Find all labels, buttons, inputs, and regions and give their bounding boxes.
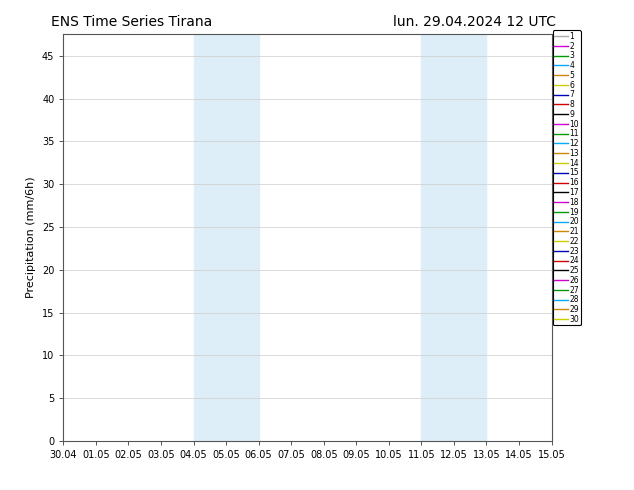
Text: ENS Time Series Tirana: ENS Time Series Tirana [51,15,212,29]
Bar [193,34,259,441]
Y-axis label: Precipitation (mm/6h): Precipitation (mm/6h) [27,177,36,298]
Text: lun. 29.04.2024 12 UTC: lun. 29.04.2024 12 UTC [393,15,556,29]
Legend: 1, 2, 3, 4, 5, 6, 7, 8, 9, 10, 11, 12, 13, 14, 15, 16, 17, 18, 19, 20, 21, 22, 2: 1, 2, 3, 4, 5, 6, 7, 8, 9, 10, 11, 12, 1… [553,30,581,325]
Bar [422,34,486,441]
